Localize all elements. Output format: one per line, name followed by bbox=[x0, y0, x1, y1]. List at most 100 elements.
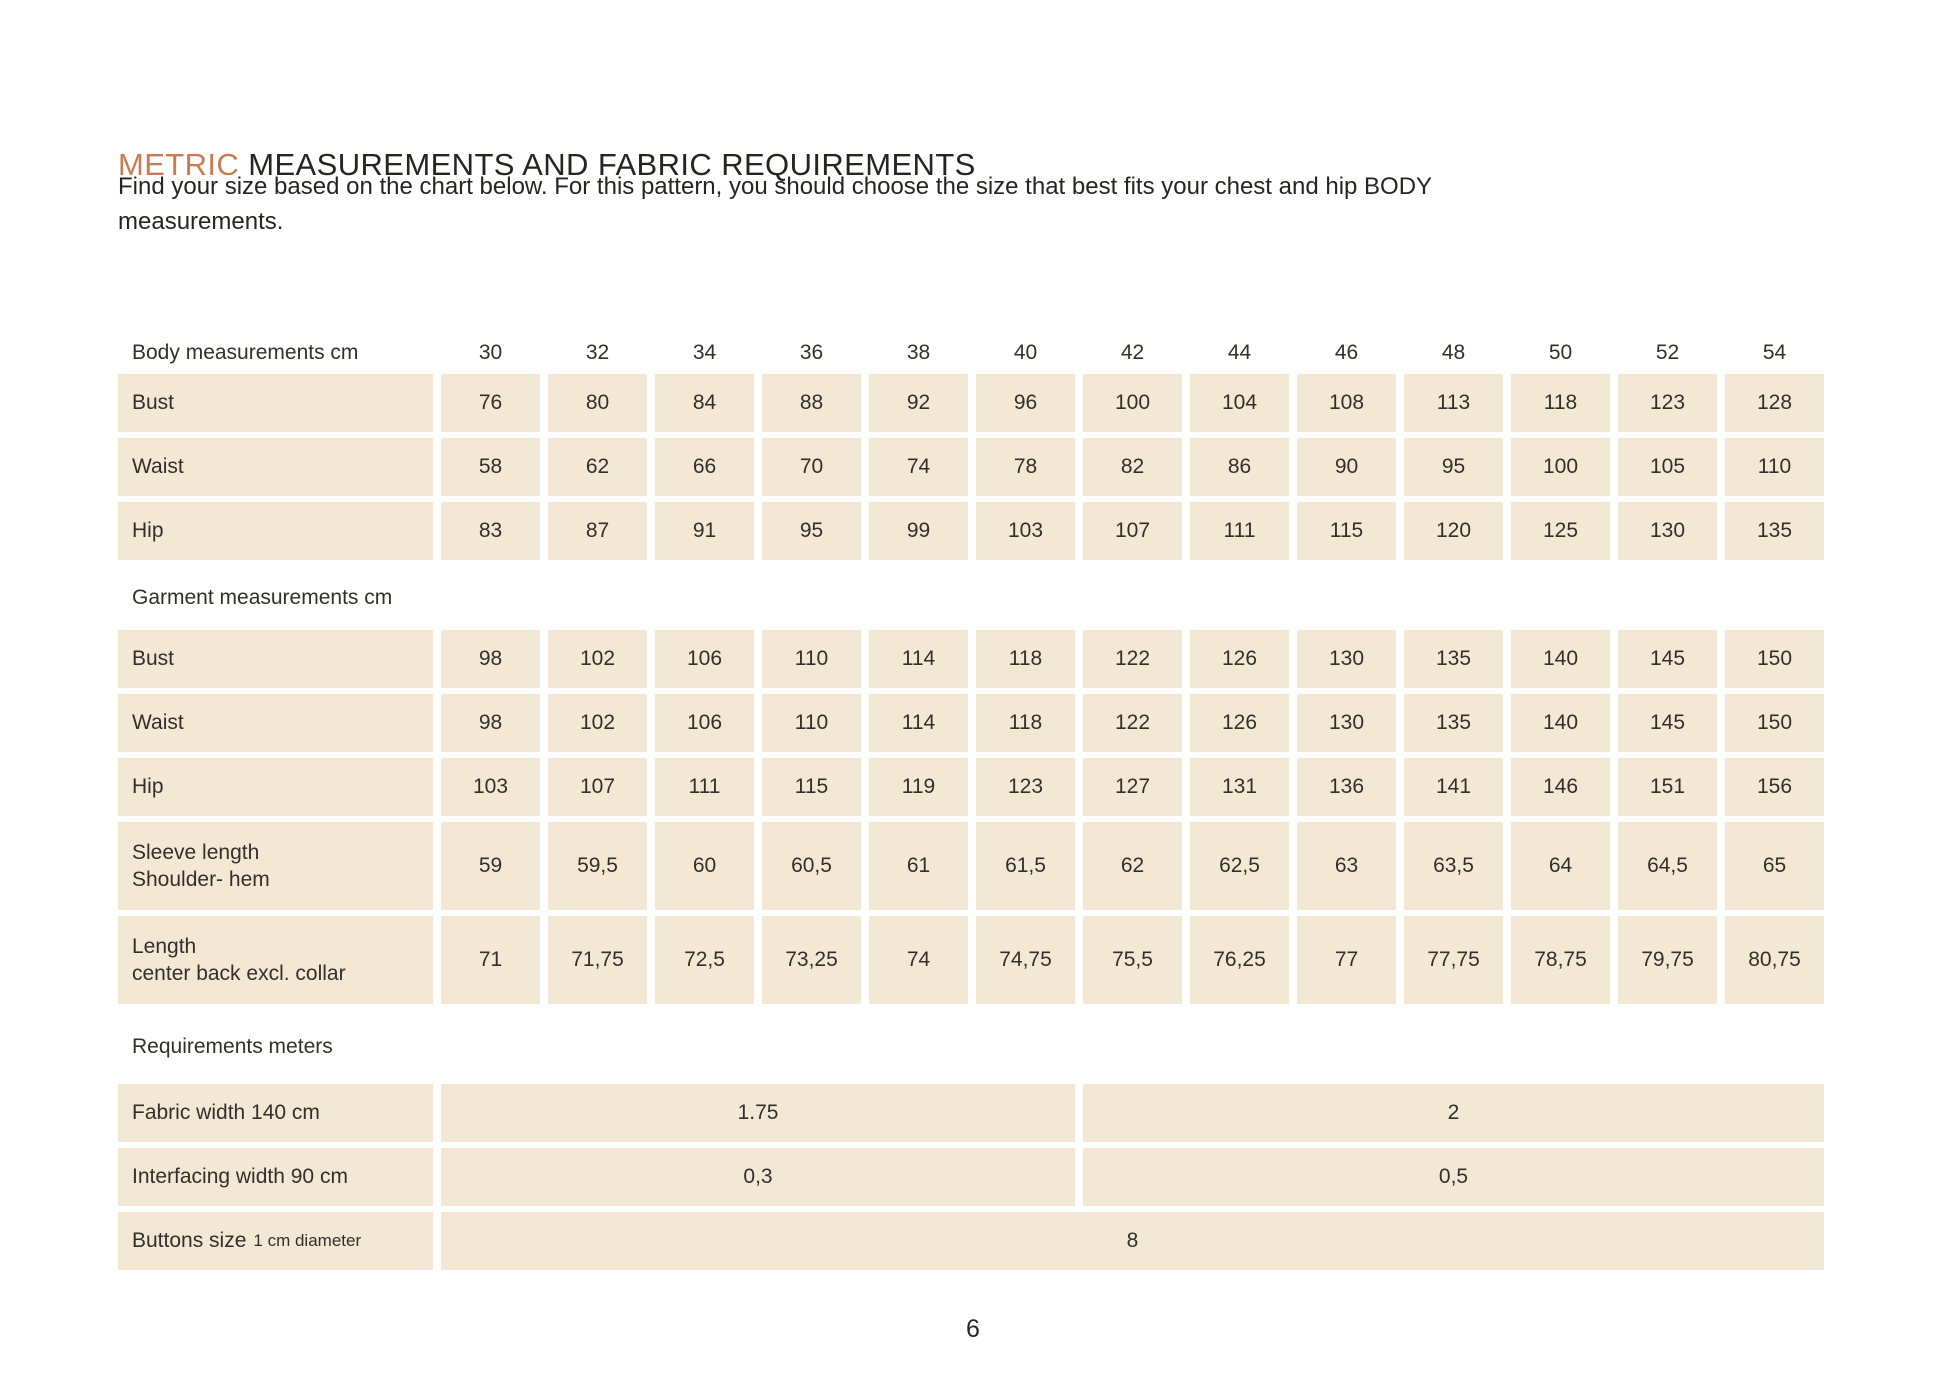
value-cell: 98 bbox=[441, 694, 540, 752]
value-cell: 104 bbox=[1190, 374, 1289, 432]
value-cell: 71,75 bbox=[548, 916, 647, 1004]
intro-text: Find your size based on the chart below.… bbox=[118, 169, 1432, 239]
value-cell: 145 bbox=[1618, 694, 1717, 752]
value-cell: 65 bbox=[1725, 822, 1824, 910]
row-label: Waist bbox=[118, 438, 433, 496]
value-cell: 62 bbox=[548, 438, 647, 496]
merged-value-cell: 8 bbox=[441, 1212, 1824, 1270]
value-cell: 151 bbox=[1618, 758, 1717, 816]
value-cell: 127 bbox=[1083, 758, 1182, 816]
value-cell: 118 bbox=[976, 630, 1075, 688]
value-cell: 84 bbox=[655, 374, 754, 432]
value-cell: 95 bbox=[1404, 438, 1503, 496]
value-cell: 135 bbox=[1725, 502, 1824, 560]
merged-value-cell: 0,5 bbox=[1083, 1148, 1824, 1206]
table-row: Hip 83 87 91 95 99 103 107 111 115 120 125 130 135 bbox=[118, 502, 1824, 560]
value-cell: 125 bbox=[1511, 502, 1610, 560]
value-cell: 130 bbox=[1297, 630, 1396, 688]
value-cell: 61,5 bbox=[976, 822, 1075, 910]
value-cell: 74 bbox=[869, 438, 968, 496]
value-cell: 62 bbox=[1083, 822, 1182, 910]
value-cell: 91 bbox=[655, 502, 754, 560]
row-label-lines: Sleeve length Shoulder- hem bbox=[132, 839, 270, 893]
value-cell: 111 bbox=[655, 758, 754, 816]
row-label: Hip bbox=[118, 758, 433, 816]
value-cell: 92 bbox=[869, 374, 968, 432]
table-row: Waist 98 102 106 110 114 118 122 126 130 135 140 145… bbox=[118, 694, 1824, 752]
value-cell: 135 bbox=[1404, 630, 1503, 688]
size-column-header: 32 bbox=[585, 341, 610, 364]
title-rest: MEASUREMENTS AND FABRIC REQUIREMENTS bbox=[239, 146, 976, 182]
value-cell: 105 bbox=[1618, 438, 1717, 496]
value-cell: 136 bbox=[1297, 758, 1396, 816]
value-cell: 83 bbox=[441, 502, 540, 560]
value-cell: 75,5 bbox=[1083, 916, 1182, 1004]
table-row: Sleeve length Shoulder- hem 59 59,5 60 60,5 61… bbox=[118, 822, 1824, 910]
size-column-header: 42 bbox=[1120, 341, 1145, 364]
value-cell: 110 bbox=[762, 694, 861, 752]
value-cell: 115 bbox=[1297, 502, 1396, 560]
value-cell: 114 bbox=[869, 694, 968, 752]
value-cell: 62,5 bbox=[1190, 822, 1289, 910]
value-cell: 128 bbox=[1725, 374, 1824, 432]
row-label: Interfacing width 90 cm bbox=[118, 1148, 433, 1206]
row-label-line: center back excl. collar bbox=[132, 962, 346, 985]
value-cell: 123 bbox=[1618, 374, 1717, 432]
value-cell: 71 bbox=[441, 916, 540, 1004]
value-cell: 156 bbox=[1725, 758, 1824, 816]
value-cell: 61 bbox=[869, 822, 968, 910]
row-label: Bust bbox=[118, 630, 433, 688]
value-cell: 96 bbox=[976, 374, 1075, 432]
value-cell: 107 bbox=[548, 758, 647, 816]
size-column-header: 38 bbox=[906, 341, 931, 364]
section-header-garment: Garment measurements cm bbox=[132, 586, 393, 609]
size-column-header: 36 bbox=[799, 341, 824, 364]
size-column-header: 50 bbox=[1548, 341, 1573, 364]
merged-value-cell: 1.75 bbox=[441, 1084, 1075, 1142]
value-cell: 113 bbox=[1404, 374, 1503, 432]
row-label-lines: Length center back excl. collar bbox=[132, 933, 346, 987]
value-cell: 119 bbox=[869, 758, 968, 816]
table-row: Fabric width 140 cm 1.75 2 bbox=[118, 1084, 1824, 1142]
value-cell: 106 bbox=[655, 630, 754, 688]
size-header-row: Body measurements cm 30 32 34 36 38 40 42 44 46 48… bbox=[118, 330, 1824, 374]
value-cell: 111 bbox=[1190, 502, 1289, 560]
value-cell: 146 bbox=[1511, 758, 1610, 816]
value-cell: 106 bbox=[655, 694, 754, 752]
value-cell: 103 bbox=[441, 758, 540, 816]
value-cell: 87 bbox=[548, 502, 647, 560]
size-column-header: 40 bbox=[1013, 341, 1038, 364]
size-column-header: 46 bbox=[1334, 341, 1359, 364]
value-cell: 74,75 bbox=[976, 916, 1075, 1004]
page-title: METRIC MEASUREMENTS AND FABRIC REQUIREME… bbox=[118, 147, 976, 183]
size-column-header: 34 bbox=[692, 341, 717, 364]
row-label: Buttons size 1 cm diameter bbox=[118, 1212, 433, 1270]
table-row: Buttons size 1 cm diameter 8 bbox=[118, 1212, 1824, 1270]
value-cell: 110 bbox=[1725, 438, 1824, 496]
size-column-header: 30 bbox=[478, 341, 503, 364]
value-cell: 76 bbox=[441, 374, 540, 432]
row-label: Sleeve length Shoulder- hem bbox=[118, 822, 433, 910]
value-cell: 145 bbox=[1618, 630, 1717, 688]
row-label: Fabric width 140 cm bbox=[118, 1084, 433, 1142]
value-cell: 72,5 bbox=[655, 916, 754, 1004]
value-cell: 150 bbox=[1725, 694, 1824, 752]
value-cell: 150 bbox=[1725, 630, 1824, 688]
value-cell: 86 bbox=[1190, 438, 1289, 496]
value-cell: 74 bbox=[869, 916, 968, 1004]
row-label-line: Shoulder- hem bbox=[132, 868, 270, 891]
value-cell: 60,5 bbox=[762, 822, 861, 910]
row-label: Waist bbox=[118, 694, 433, 752]
value-cell: 70 bbox=[762, 438, 861, 496]
value-cell: 80 bbox=[548, 374, 647, 432]
value-cell: 140 bbox=[1511, 630, 1610, 688]
value-cell: 88 bbox=[762, 374, 861, 432]
value-cell: 82 bbox=[1083, 438, 1182, 496]
value-cell: 60 bbox=[655, 822, 754, 910]
value-cell: 140 bbox=[1511, 694, 1610, 752]
value-cell: 103 bbox=[976, 502, 1075, 560]
section-header-requirements: Requirements meters bbox=[132, 1035, 333, 1058]
value-cell: 102 bbox=[548, 630, 647, 688]
value-cell: 118 bbox=[976, 694, 1075, 752]
value-cell: 118 bbox=[1511, 374, 1610, 432]
